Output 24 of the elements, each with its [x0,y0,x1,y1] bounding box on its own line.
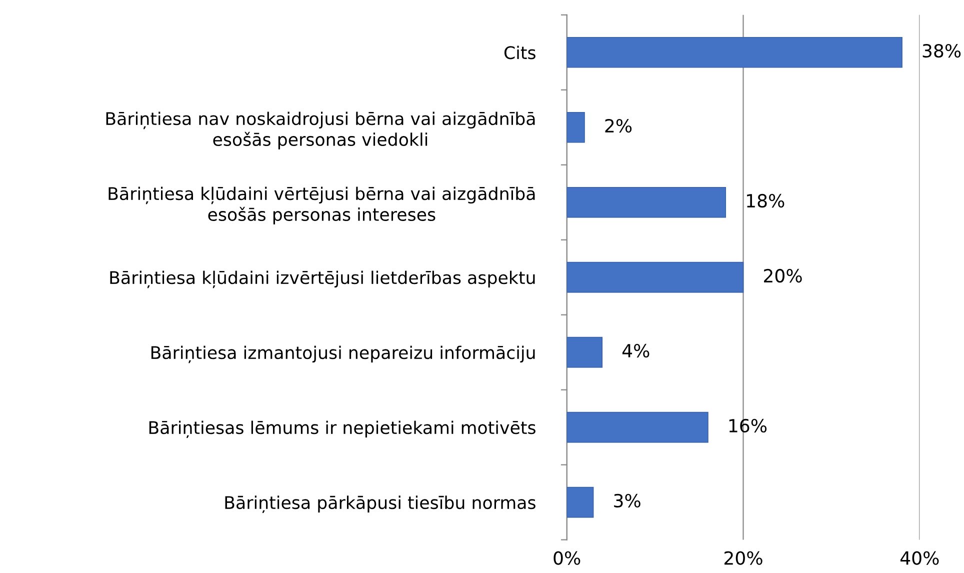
y-tick-label: Bāriņtiesa kļūdaini vērtējusi bērna vai aizgādnībā esošās personas intereses [108,186,535,224]
y-tick-label: Bāriņtiesas lēmums ir nepietiekami motivēts [149,420,536,438]
y-tick-label: Cits [504,46,536,60]
data-label: 20% [764,268,802,283]
bar [566,36,902,68]
data-label: 38% [922,44,961,58]
x-tick-label: 20% [724,551,762,565]
data-label: 18% [747,194,784,208]
y-tick-label: Bāriņtiesa pārkāpusi tiesību normas [225,496,536,514]
bar [566,186,726,218]
bar [566,262,744,293]
data-label: 3% [614,494,640,508]
bar [566,486,594,518]
x-tick-label: 0% [554,551,580,565]
bar [566,412,708,443]
data-label: 4% [622,344,650,358]
data-label: 2% [605,118,632,133]
y-tick-label: Bāriņtiesa nav noskaidrojusi bērna vai aizgādnībā esošās personas viedokli [106,112,535,150]
bar [566,336,603,368]
bar [566,112,585,143]
y-tick-label: Bāriņtiesa kļūdaini izvērtējusi lietderības aspektu [110,270,535,288]
data-label: 16% [729,418,767,433]
y-tick-label: Bāriņtiesa izmantojusi nepareizu informāciju [151,346,535,364]
x-tick-label: 40% [900,551,939,565]
